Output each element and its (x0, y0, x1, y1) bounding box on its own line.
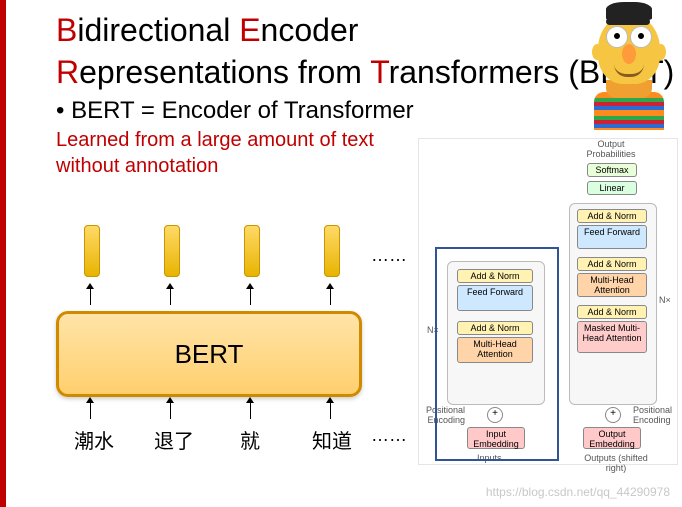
slide: Bidirectional Encoder Representations fr… (0, 0, 682, 507)
input-token: 退了 (154, 425, 194, 454)
input-token: 知道 (312, 425, 352, 454)
output-embedding-bar (84, 225, 100, 277)
ellipsis: …… (371, 425, 407, 446)
input-token: 就 (240, 425, 260, 454)
ellipsis: …… (371, 245, 407, 266)
output-embedding-bar (244, 225, 260, 277)
accent-bar (0, 0, 6, 507)
input-token: 潮水 (74, 425, 114, 454)
bert-diagram: …… BERT 潮水 退了 就 知道 …… (56, 225, 386, 449)
transformer-diagram: Output Probabilities Softmax Linear Add … (418, 138, 678, 465)
bert-box: BERT (56, 311, 362, 397)
output-embedding-bar (324, 225, 340, 277)
watermark: https://blog.csdn.net/qq_44290978 (486, 485, 670, 499)
output-embedding-bar (164, 225, 180, 277)
bert-character-icon (584, 0, 674, 130)
encoder-highlight-box (435, 247, 559, 461)
